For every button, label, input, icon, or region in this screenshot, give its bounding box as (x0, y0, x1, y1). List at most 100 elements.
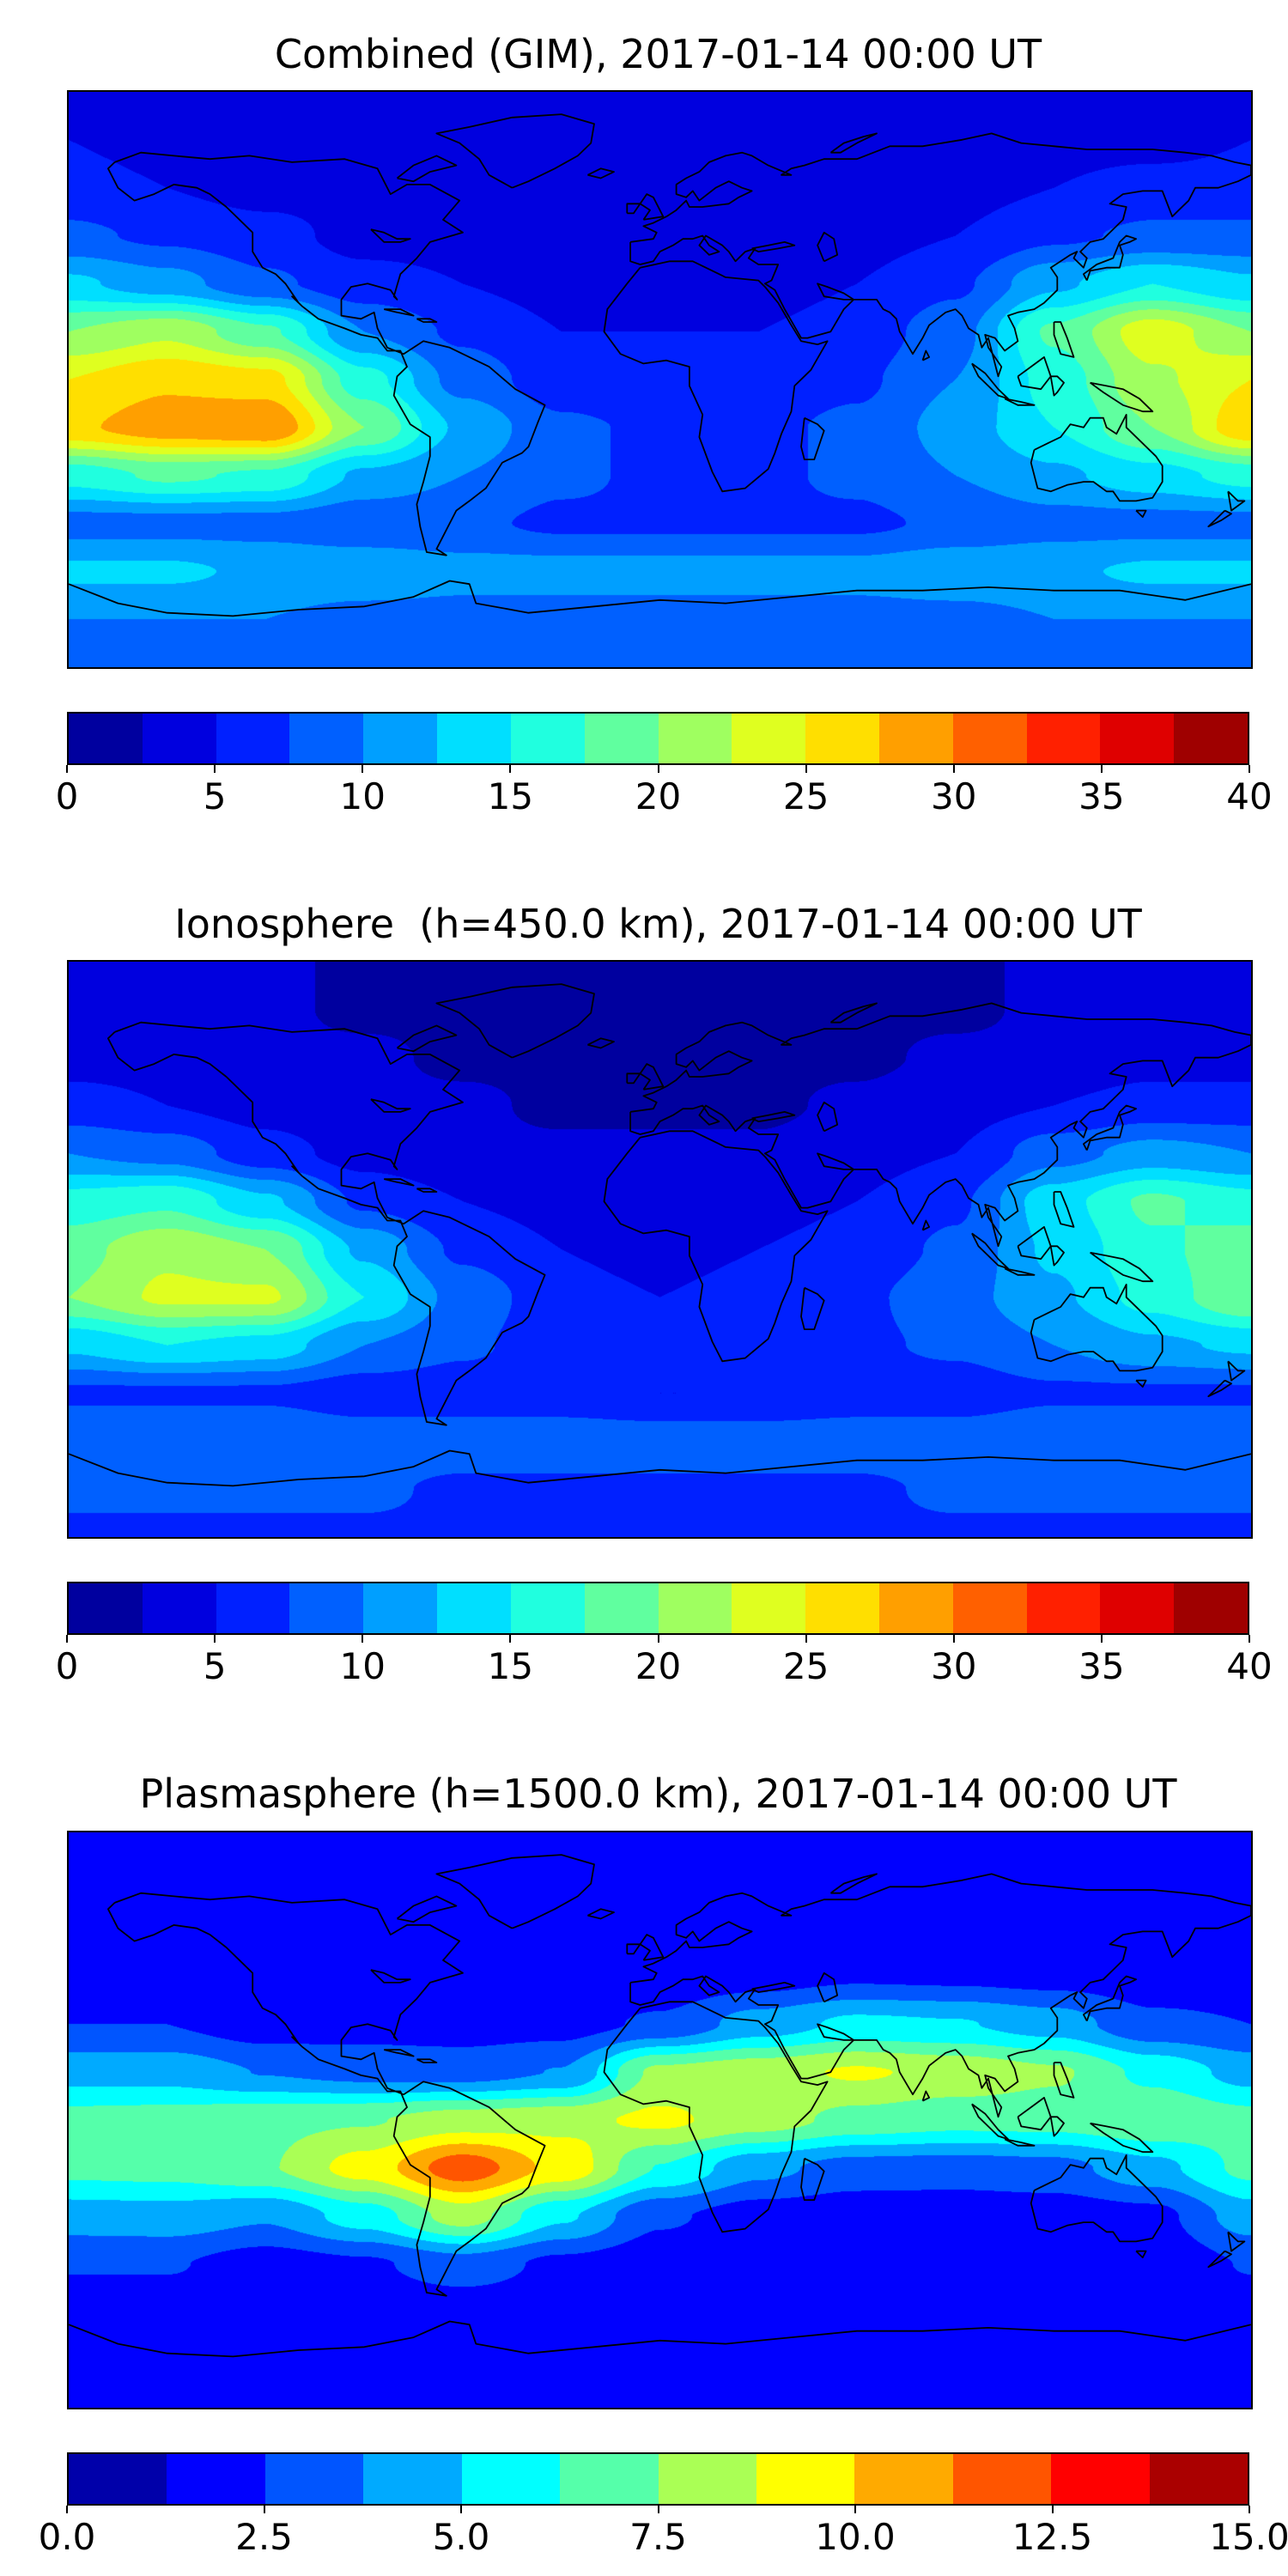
colorbar-tick-label: 15 (487, 1645, 534, 1688)
colorbar-segment (264, 2453, 364, 2504)
colorbar-tick-label: 0 (55, 1645, 79, 1688)
colorbar-tick (214, 765, 216, 774)
colorbar-ticks: 0 5 10 15 20 25 30 35 40 (56, 1635, 1273, 1692)
colorbar-tick-label: 2.5 (235, 2515, 293, 2558)
colorbar-ticks: 0.0 2.5 5.0 7.5 10.0 12.5 15.0 (39, 2505, 1288, 2562)
colorbar-segment (1174, 1583, 1248, 1634)
colorbar-tick (1249, 765, 1250, 774)
colorbar-tick (1051, 2505, 1054, 2513)
tec-heatmap-canvas (69, 962, 1251, 1538)
coastline-path (69, 1853, 1251, 2357)
colorbar-segment (289, 1583, 364, 1634)
colorbar-segment (658, 714, 732, 764)
colorbar-segment (732, 1583, 806, 1634)
colorbar-tick-label: 12.5 (1012, 2515, 1093, 2558)
colorbar-tick (657, 2505, 659, 2513)
colorbar-segment (584, 714, 659, 764)
colorbar-segment (805, 714, 879, 764)
colorbar-tick (854, 2505, 856, 2513)
colorbar-segment (216, 714, 290, 764)
colorbar-segment (142, 1583, 216, 1634)
coastline-path (69, 983, 1251, 1487)
tec-heatmap-canvas (69, 1832, 1251, 2408)
colorbar-tick-label: 0.0 (38, 2515, 96, 2558)
coastline-path (69, 113, 1251, 617)
colorbar-segment (510, 714, 585, 764)
colorbar-segment (1174, 714, 1248, 764)
map-plasmasphere (67, 1830, 1253, 2409)
colorbar-segment (289, 714, 364, 764)
colorbar-tick-label: 40 (1226, 1645, 1273, 1688)
colorbar-segment (584, 1583, 659, 1634)
colorbar-segment (216, 1583, 290, 1634)
map-ionosphere (67, 960, 1253, 1540)
colorbar-tick-label: 5 (203, 1645, 227, 1688)
colorbar-segment (805, 1583, 879, 1634)
colorbar (67, 2451, 1249, 2506)
colorbar-tick-label: 10 (339, 775, 386, 818)
colorbar-segment (854, 2453, 953, 2504)
colorbar-tick-label: 40 (1226, 775, 1273, 818)
map-combined-gim (67, 90, 1253, 670)
colorbar-tick-label: 10 (339, 1645, 386, 1688)
colorbar-segment (69, 2453, 167, 2504)
colorbar-tick-label: 15.0 (1209, 2515, 1288, 2558)
colorbar-segment (1026, 714, 1101, 764)
colorbar-tick (1249, 2505, 1250, 2513)
coastlines-overlay (69, 113, 1251, 617)
colorbar-segment (167, 2453, 265, 2504)
colorbar-segment (1100, 714, 1175, 764)
colorbar-segment (1100, 1583, 1175, 1634)
colorbar-segment (69, 714, 143, 764)
colorbar-tick (805, 1635, 807, 1643)
colorbar-segment (658, 1583, 732, 1634)
colorbar-tick (952, 765, 955, 774)
colorbar-tick (805, 765, 807, 774)
panel-title: Combined (GIM), 2017-01-14 00:00 UT (274, 31, 1042, 77)
panel-title: Ionosphere (h=450.0 km), 2017-01-14 00:0… (174, 901, 1142, 948)
colorbar-tick (1100, 765, 1103, 774)
colorbar-segment (1051, 2453, 1150, 2504)
colorbar-tick (952, 1635, 955, 1643)
colorbar-tick-label: 25 (782, 775, 829, 818)
colorbar-tick (361, 1635, 364, 1643)
colorbar-tick-label: 35 (1078, 775, 1125, 818)
colorbar-tick (66, 1635, 68, 1643)
panel-ionosphere: Ionosphere (h=450.0 km), 2017-01-14 00:0… (0, 901, 1288, 1692)
colorbar-segment (437, 714, 511, 764)
colorbar-segment (1149, 2453, 1249, 2504)
colorbar-tick (1249, 1635, 1250, 1643)
colorbar-tick (1100, 1635, 1103, 1643)
colorbar-segment (363, 1583, 438, 1634)
colorbar-tick-label: 25 (782, 1645, 829, 1688)
colorbar-segment (878, 1583, 953, 1634)
colorbar (67, 712, 1249, 766)
colorbar-tick (509, 1635, 512, 1643)
colorbar-tick-label: 30 (931, 1645, 977, 1688)
colorbar-tick-label: 0 (55, 775, 79, 818)
colorbar-tick (361, 765, 364, 774)
colorbar-segment (732, 714, 806, 764)
colorbar-segment (560, 2453, 659, 2504)
panel-title: Plasmasphere (h=1500.0 km), 2017-01-14 0… (139, 1771, 1177, 1818)
colorbar-tick-label: 15 (487, 775, 534, 818)
colorbar-segment (142, 714, 216, 764)
colorbar-tick-label: 20 (635, 1645, 682, 1688)
colorbar-tick-label: 10.0 (815, 2515, 896, 2558)
colorbar-tick (66, 765, 68, 774)
colorbar-segment (756, 2453, 855, 2504)
colorbar-segment (363, 714, 438, 764)
colorbar-segment (363, 2453, 462, 2504)
colorbar-tick (657, 765, 659, 774)
panel-plasmasphere: Plasmasphere (h=1500.0 km), 2017-01-14 0… (0, 1771, 1288, 2561)
colorbar-tick-label: 5.0 (432, 2515, 490, 2558)
colorbar-segment (461, 2453, 561, 2504)
colorbar (67, 1582, 1249, 1636)
colorbar-segment (952, 1583, 1027, 1634)
colorbar-segment (658, 2453, 756, 2504)
colorbar-segment (1026, 1583, 1101, 1634)
colorbar-tick (509, 765, 512, 774)
colorbar-tick-label: 30 (931, 775, 977, 818)
colorbar-tick (460, 2505, 462, 2513)
